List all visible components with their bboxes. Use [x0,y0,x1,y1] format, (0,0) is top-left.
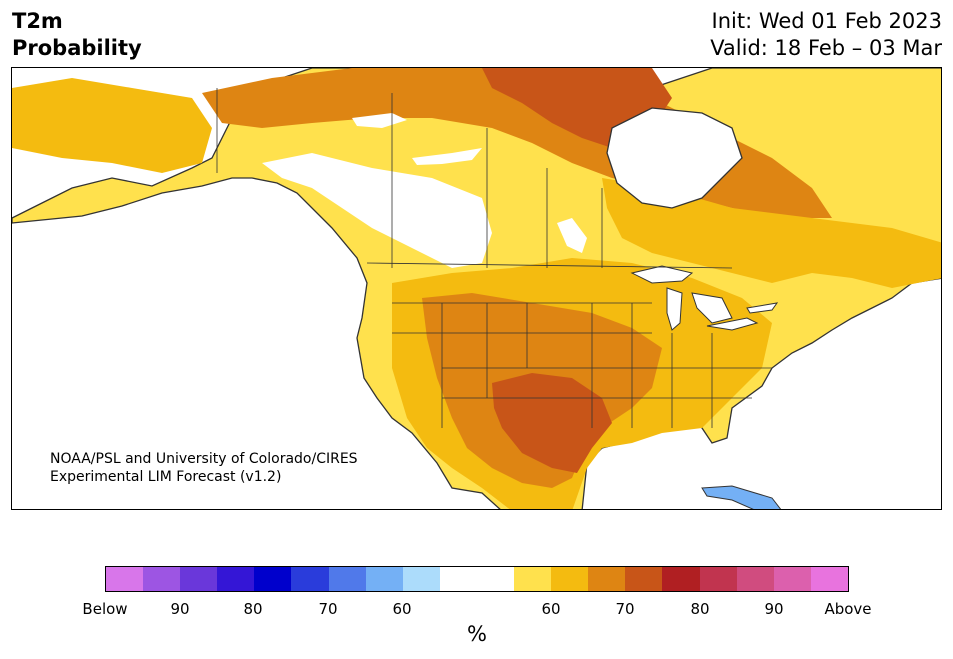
credit-line-1: NOAA/PSL and University of Colorado/CIRE… [50,451,358,467]
colorbar-tick-label: 60 [392,600,412,618]
probability-colorbar [105,566,849,592]
great-slave-lake [412,148,482,165]
colorbar-unit: % [467,622,487,646]
colorbar-segment [106,567,144,591]
colorbar-segment [625,567,663,591]
colorbar-tick-label: 60 [541,600,561,618]
colorbar-tick-label: Above [824,600,872,618]
hudson-bay [606,107,743,209]
region-no-signal-nw [262,153,492,268]
colorbar-segment [810,567,848,591]
forecast-map: NOAA/PSL and University of Colorado/CIRE… [11,67,942,510]
credit-text: NOAA/PSL and University of Colorado/CIRE… [50,450,358,486]
probability-map-svg [12,68,941,509]
forecast-dates: Init: Wed 01 Feb 2023 Valid: 18 Feb – 03… [710,8,942,62]
lake-winnipeg [557,218,587,253]
region-east-canada-60 [602,178,941,288]
colorbar-segment [514,567,552,591]
colorbar-tick-label: 70 [615,600,635,618]
colorbar-tick-label: 90 [764,600,784,618]
cuba-below-60 [701,485,782,509]
colorbar-segment [736,567,774,591]
colorbar-tick-label: 80 [243,600,263,618]
colorbar-segment [291,567,329,591]
colorbar-segment [699,567,737,591]
valid-period: Valid: 18 Feb – 03 Mar [710,36,942,60]
colorbar-segment [365,567,403,591]
region-alaska-60 [12,78,212,173]
variable-label: T2m [12,9,63,33]
political-boundaries [216,88,772,428]
colorbar-tick-label: Below [82,600,128,618]
colorbar-segment [551,567,589,591]
colorbar-segment [773,567,811,591]
colorbar-segment [662,567,700,591]
great-bear-lake [352,113,407,128]
colorbar-segment [439,567,477,591]
colorbar-segment [402,567,440,591]
map-title: T2m Probability [12,8,142,62]
colorbar-segment [180,567,218,591]
colorbar-tick-label: 80 [690,600,710,618]
init-date: Init: Wed 01 Feb 2023 [711,9,942,33]
product-label: Probability [12,36,142,60]
colorbar-tick-label: 90 [170,600,190,618]
colorbar-segment [588,567,626,591]
colorbar-tick-label: 70 [318,600,338,618]
credit-line-2: Experimental LIM Forecast (v1.2) [50,469,282,485]
colorbar-segment [328,567,366,591]
colorbar-segment [217,567,255,591]
lake-erie-ontario [706,302,779,331]
colorbar-segment [476,567,515,591]
colorbar-segment [143,567,181,591]
colorbar-segment [254,567,292,591]
lake-michigan-huron [666,287,733,331]
